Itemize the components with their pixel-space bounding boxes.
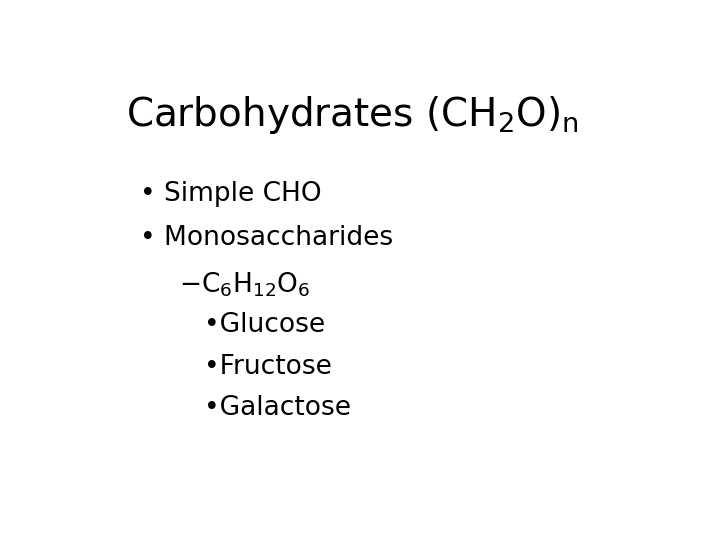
Text: •Fructose: •Fructose	[204, 354, 332, 380]
Text: $-$C$_6$H$_{12}$O$_6$: $-$C$_6$H$_{12}$O$_6$	[179, 271, 310, 299]
Text: •Galactose: •Galactose	[204, 395, 351, 421]
Text: • Simple CHO: • Simple CHO	[140, 181, 322, 207]
Text: •Glucose: •Glucose	[204, 312, 325, 338]
Text: • Monosaccharides: • Monosaccharides	[140, 225, 393, 251]
Text: Carbohydrates (CH$_2$O)$_\mathrm{n}$: Carbohydrates (CH$_2$O)$_\mathrm{n}$	[126, 94, 579, 136]
